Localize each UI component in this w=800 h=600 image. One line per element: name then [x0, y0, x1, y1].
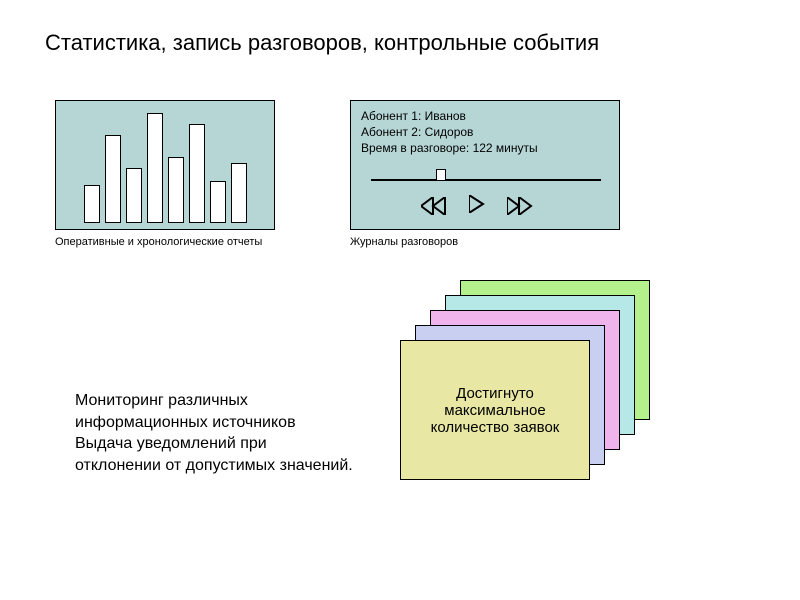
page-title: Статистика, запись разговоров, контрольн… [45, 30, 599, 56]
playback-slider-handle[interactable] [436, 169, 446, 181]
forward-icon[interactable] [507, 197, 533, 215]
call-log-caption: Журналы разговоров [350, 236, 458, 248]
log-line-2: Абонент 2: Сидоров [361, 125, 609, 139]
chart-bar [84, 185, 100, 224]
play-icon[interactable] [469, 195, 485, 216]
playback-controls [421, 195, 533, 216]
chart-bar [210, 181, 226, 223]
chart-bar [105, 135, 121, 223]
chart-bar [231, 163, 247, 224]
notification-card-front: Достигнуто максимальное количество заяво… [400, 340, 590, 480]
chart-bar [189, 124, 205, 223]
chart-bar [126, 168, 142, 223]
notification-card-text: Достигнуто максимальное количество заяво… [411, 385, 579, 436]
monitoring-description: Мониторинг различных информационных исто… [75, 390, 355, 476]
log-line-1: Абонент 1: Иванов [361, 109, 609, 123]
playback-slider-track[interactable] [371, 179, 601, 181]
log-line-3: Время в разговоре: 122 минуты [361, 141, 609, 155]
rewind-icon[interactable] [421, 197, 447, 215]
chart-bar [168, 157, 184, 223]
reports-chart-caption: Оперативные и хронологические отчеты [55, 236, 262, 248]
notification-card-stack: Достигнуто максимальное количество заяво… [400, 280, 650, 510]
call-log-panel: Абонент 1: Иванов Абонент 2: Сидоров Вре… [350, 100, 620, 230]
chart-bar [147, 113, 163, 223]
reports-chart [55, 100, 275, 230]
